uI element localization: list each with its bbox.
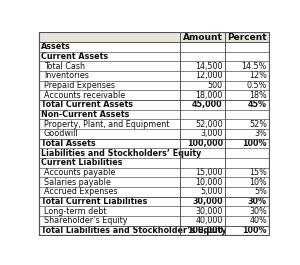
Text: Non-Current Assets: Non-Current Assets bbox=[40, 110, 129, 119]
Text: Current Liabilities: Current Liabilities bbox=[40, 158, 122, 167]
Text: 45,000: 45,000 bbox=[192, 100, 223, 109]
Text: 30%: 30% bbox=[249, 207, 267, 216]
Text: 100,000: 100,000 bbox=[187, 139, 223, 148]
Text: Accounts payable: Accounts payable bbox=[44, 168, 115, 177]
Text: 5%: 5% bbox=[254, 187, 267, 196]
Text: 30,000: 30,000 bbox=[192, 197, 223, 206]
Bar bbox=[39, 32, 269, 42]
Text: Liabilities and Stockholders’ Equity: Liabilities and Stockholders’ Equity bbox=[40, 149, 201, 158]
Text: 15%: 15% bbox=[249, 168, 267, 177]
Text: 40,000: 40,000 bbox=[195, 216, 223, 225]
Text: Goodwill: Goodwill bbox=[44, 129, 78, 138]
Text: Total Liabilities and Stockholder’s Equity: Total Liabilities and Stockholder’s Equi… bbox=[40, 226, 226, 235]
Text: 3,000: 3,000 bbox=[200, 129, 223, 138]
Text: 100%: 100% bbox=[242, 226, 267, 235]
Text: 100,000: 100,000 bbox=[187, 226, 223, 235]
Text: Prepaid Expenses: Prepaid Expenses bbox=[44, 81, 115, 90]
Text: Percent: Percent bbox=[227, 33, 267, 42]
Text: 18%: 18% bbox=[249, 91, 267, 100]
Text: 45%: 45% bbox=[248, 100, 267, 109]
Text: 14.5%: 14.5% bbox=[242, 62, 267, 71]
Text: Total Cash: Total Cash bbox=[44, 62, 85, 71]
Text: Total Current Liabilities: Total Current Liabilities bbox=[40, 197, 147, 206]
Text: 100%: 100% bbox=[242, 139, 267, 148]
Text: 30,000: 30,000 bbox=[195, 207, 223, 216]
Text: Total Assets: Total Assets bbox=[40, 139, 95, 148]
Text: Long-term debt: Long-term debt bbox=[44, 207, 106, 216]
Text: Accounts receivable: Accounts receivable bbox=[44, 91, 125, 100]
Text: Shareholder’s Equity: Shareholder’s Equity bbox=[44, 216, 127, 225]
Text: 18,000: 18,000 bbox=[195, 91, 223, 100]
Text: Current Assets: Current Assets bbox=[40, 52, 108, 61]
Text: Property, Plant, and Equipment: Property, Plant, and Equipment bbox=[44, 120, 169, 129]
Text: Salaries payable: Salaries payable bbox=[44, 178, 111, 187]
Text: Assets: Assets bbox=[40, 42, 70, 51]
Text: 52,000: 52,000 bbox=[195, 120, 223, 129]
Text: 30%: 30% bbox=[248, 197, 267, 206]
Text: 3%: 3% bbox=[254, 129, 267, 138]
Text: 500: 500 bbox=[208, 81, 223, 90]
Text: 15,000: 15,000 bbox=[195, 168, 223, 177]
Text: Amount: Amount bbox=[182, 33, 222, 42]
Text: 12,000: 12,000 bbox=[195, 71, 223, 80]
Text: 10,000: 10,000 bbox=[195, 178, 223, 187]
Text: 52%: 52% bbox=[249, 120, 267, 129]
Text: 0.5%: 0.5% bbox=[247, 81, 267, 90]
Text: 12%: 12% bbox=[249, 71, 267, 80]
Text: Accrued Expenses: Accrued Expenses bbox=[44, 187, 117, 196]
Text: 14,500: 14,500 bbox=[195, 62, 223, 71]
Text: 5,000: 5,000 bbox=[200, 187, 223, 196]
Text: Inventories: Inventories bbox=[44, 71, 89, 80]
Text: 10%: 10% bbox=[249, 178, 267, 187]
Text: 40%: 40% bbox=[249, 216, 267, 225]
Text: Total Current Assets: Total Current Assets bbox=[40, 100, 133, 109]
